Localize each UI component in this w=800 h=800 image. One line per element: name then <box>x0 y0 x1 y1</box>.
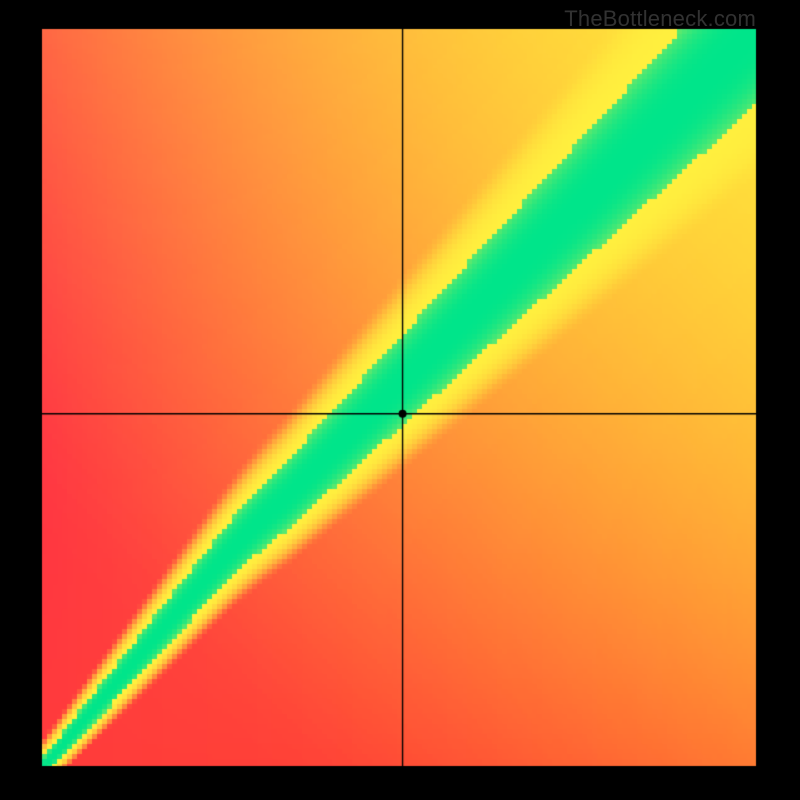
stage: TheBottleneck.com <box>0 0 800 800</box>
bottleneck-heatmap <box>0 0 800 800</box>
watermark-text: TheBottleneck.com <box>564 6 756 32</box>
